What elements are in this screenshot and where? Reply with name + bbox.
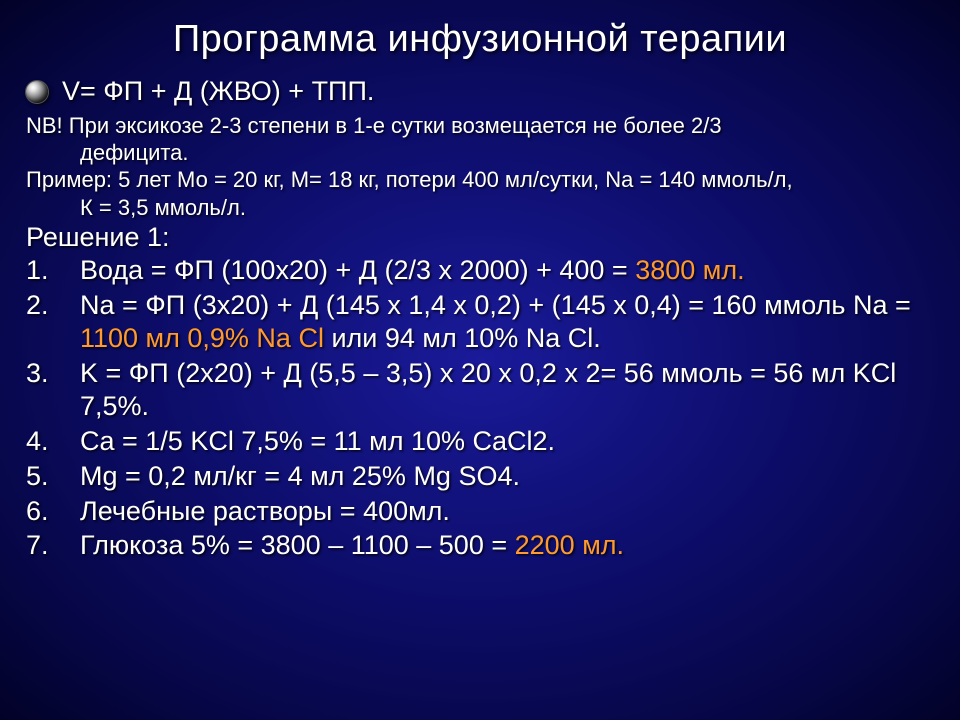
- slide-title: Программа инфузионной терапии: [20, 18, 940, 61]
- slide-body: V= ФП + Д (ЖВО) + ТПП. NB! При эксикозе …: [20, 75, 940, 562]
- list-item: Вода = ФП (100х20) + Д (2/3 х 2000) + 40…: [26, 254, 934, 287]
- item-pre: Глюкоза 5% = 3800 – 1100 – 500 =: [80, 530, 515, 560]
- item-highlight: 3800 мл.: [635, 255, 744, 285]
- item-pre: Na = ФП (3х20) + Д (145 х 1,4 х 0,2) + (…: [80, 290, 911, 320]
- nb-line-2: дефицита.: [26, 139, 934, 166]
- formula-text: V= ФП + Д (ЖВО) + ТПП.: [62, 75, 374, 108]
- item-highlight: 1100 мл 0,9% Na Cl: [80, 323, 324, 353]
- solution-label: Решение 1:: [26, 221, 934, 254]
- list-item: Na = ФП (3х20) + Д (145 х 1,4 х 0,2) + (…: [26, 289, 934, 355]
- example-line-1: Пример: 5 лет Мо = 20 кг, М= 18 кг, поте…: [26, 166, 934, 193]
- item-post: или 94 мл 10% Na Cl.: [324, 323, 601, 353]
- slide: Программа инфузионной терапии V= ФП + Д …: [0, 0, 960, 720]
- nb-line-1: NB! При эксикозе 2-3 степени в 1-е сутки…: [26, 112, 934, 139]
- list-item: Ca = 1/5 KCl 7,5% = 11 мл 10% CaCl2.: [26, 425, 934, 458]
- list-item: Лечебные растворы = 400мл.: [26, 495, 934, 528]
- item-pre: Лечебные растворы = 400мл.: [80, 496, 450, 526]
- item-pre: K = ФП (2х20) + Д (5,5 – 3,5) х 20 х 0,2…: [80, 358, 896, 421]
- item-highlight: 2200 мл.: [515, 530, 624, 560]
- sphere-bullet-icon: [26, 81, 48, 103]
- item-pre: Вода = ФП (100х20) + Д (2/3 х 2000) + 40…: [80, 255, 635, 285]
- list-item: K = ФП (2х20) + Д (5,5 – 3,5) х 20 х 0,2…: [26, 357, 934, 423]
- list-item: Mg = 0,2 мл/кг = 4 мл 25% Mg SO4.: [26, 460, 934, 493]
- solution-list: Вода = ФП (100х20) + Д (2/3 х 2000) + 40…: [26, 254, 934, 562]
- item-pre: Ca = 1/5 KCl 7,5% = 11 мл 10% CaCl2.: [80, 426, 555, 456]
- example-line-2: К = 3,5 ммоль/л.: [26, 194, 934, 221]
- list-item: Глюкоза 5% = 3800 – 1100 – 500 = 2200 мл…: [26, 529, 934, 562]
- item-pre: Mg = 0,2 мл/кг = 4 мл 25% Mg SO4.: [80, 461, 520, 491]
- formula-row: V= ФП + Д (ЖВО) + ТПП.: [26, 75, 934, 108]
